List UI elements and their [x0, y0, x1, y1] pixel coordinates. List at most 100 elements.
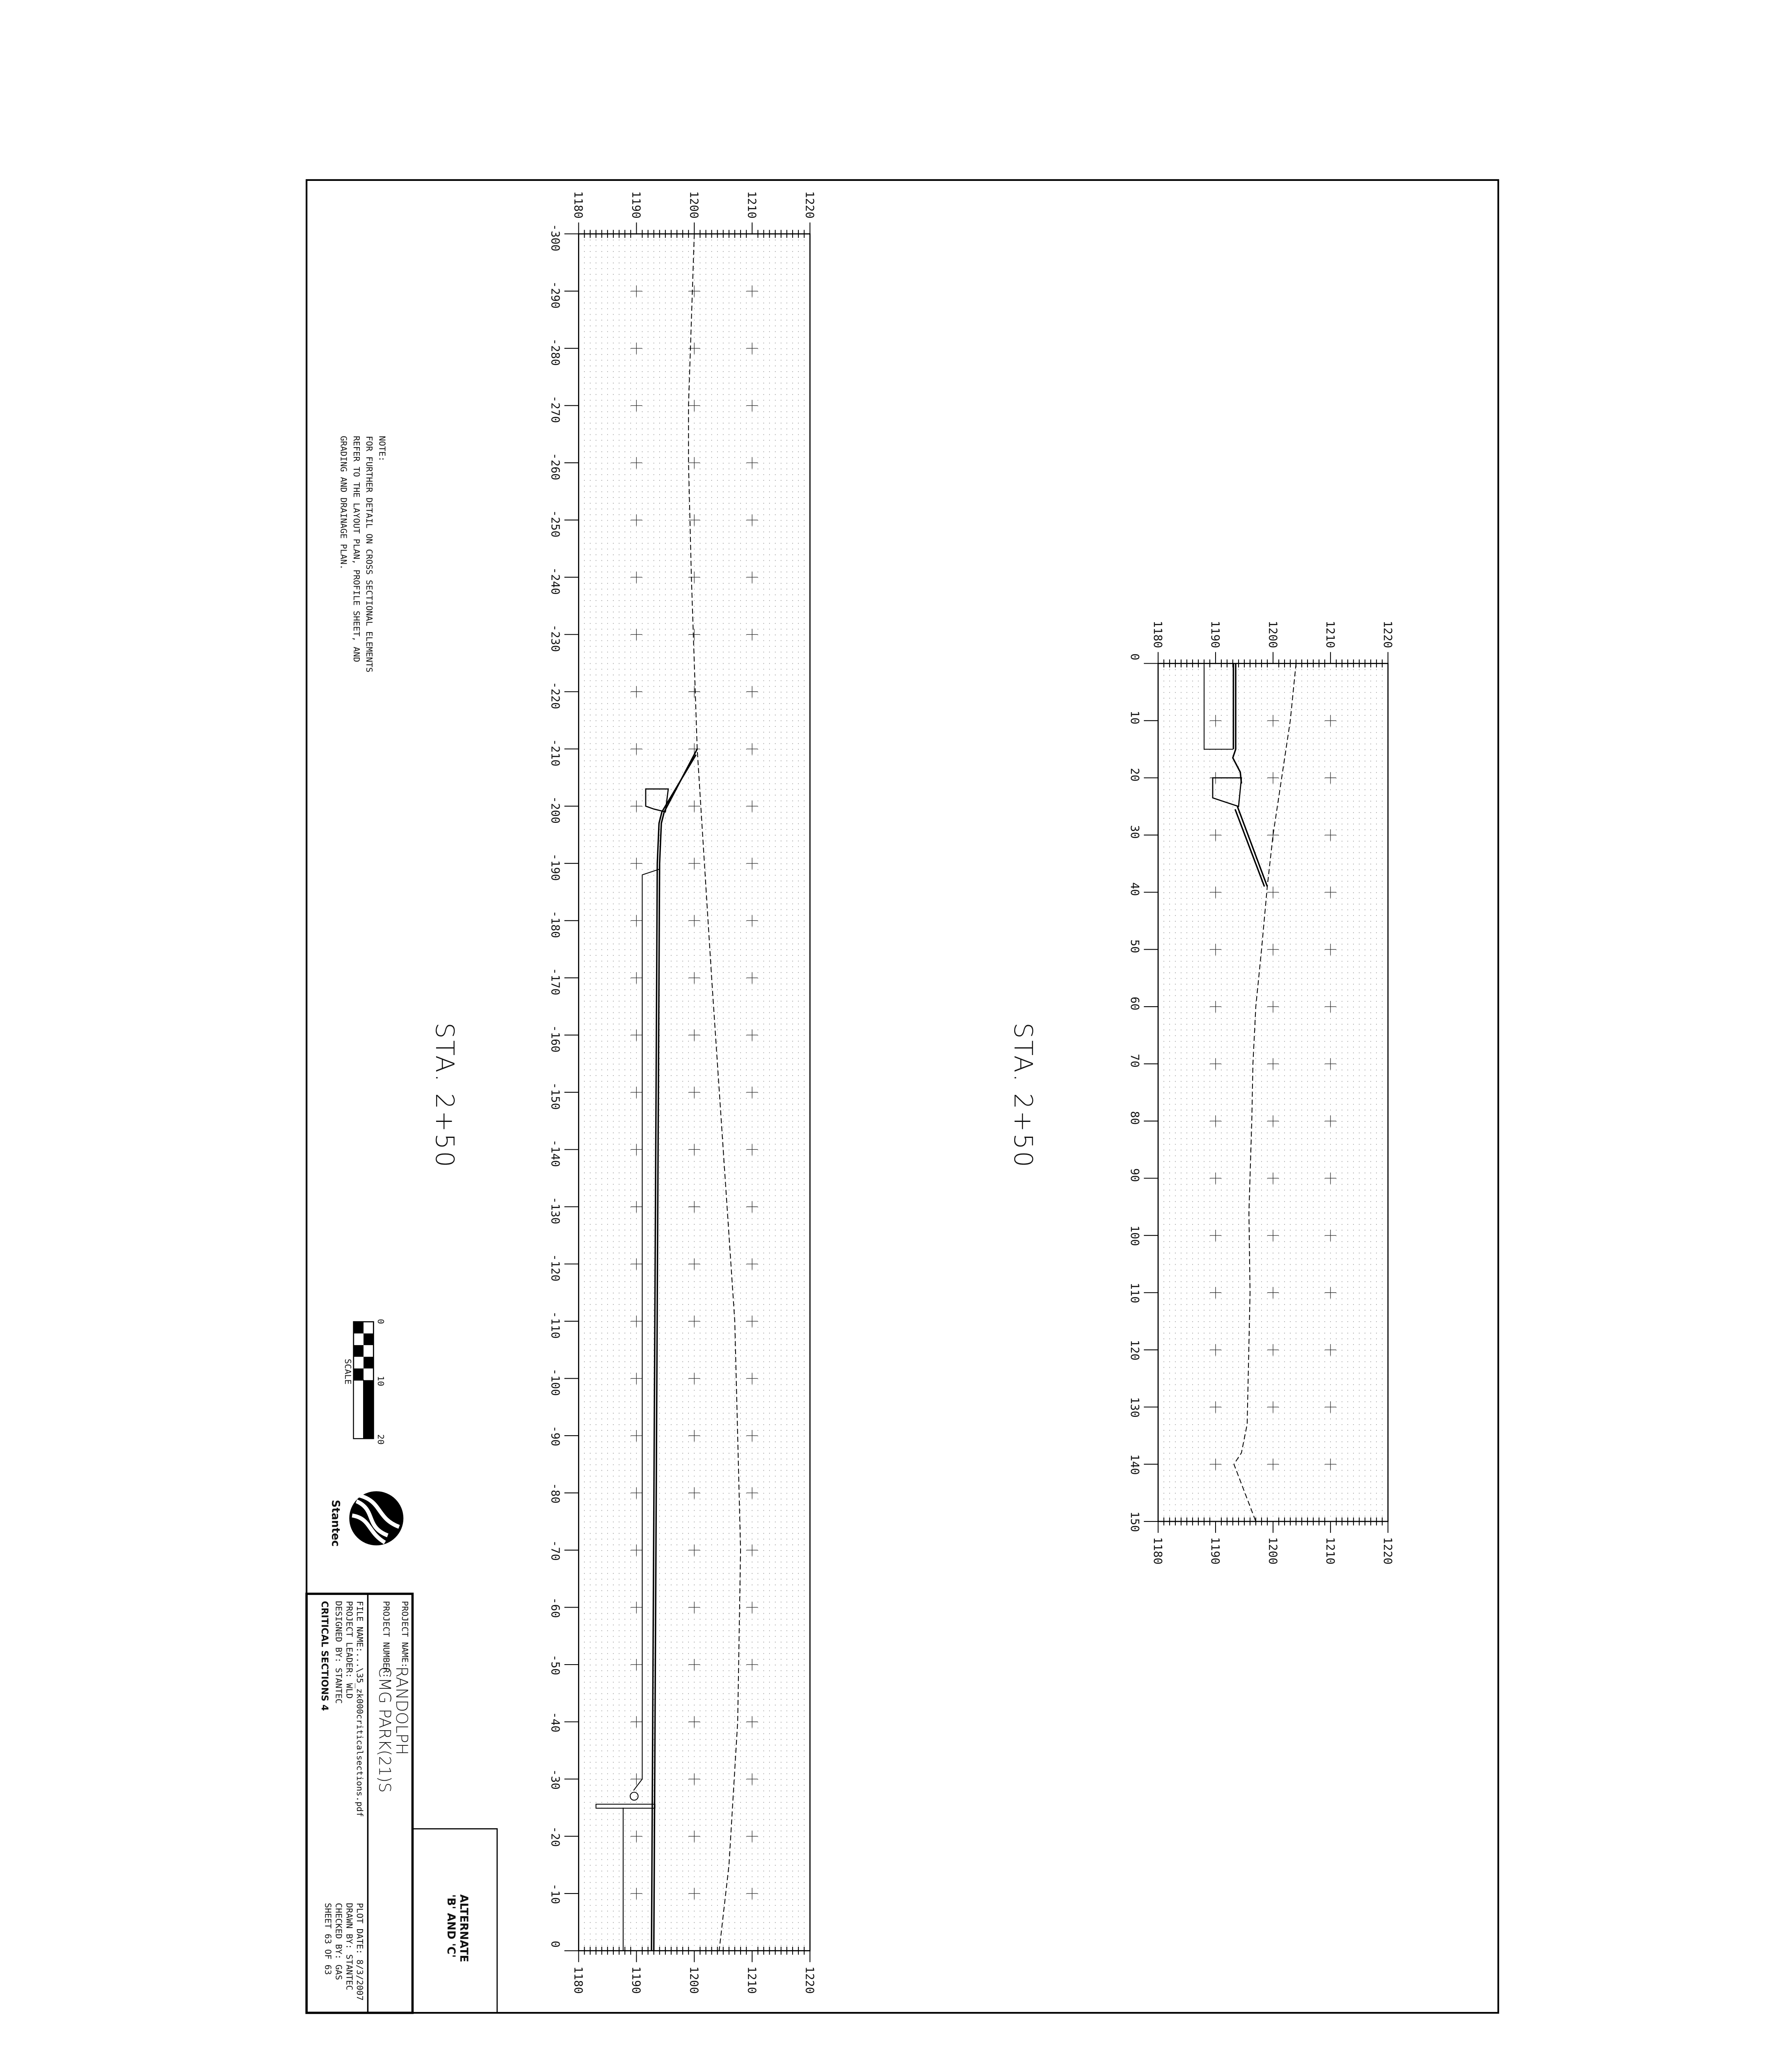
grid-cross-mark [1325, 1001, 1336, 1012]
note-line-2: REFER TO THE LAYOUT PLAN, PROFILE SHEET,… [352, 436, 361, 662]
sheet-title: CRITICAL SECTIONS 4 [319, 1601, 330, 1711]
sheet-border [306, 179, 1499, 2014]
proposed-section-line [1234, 809, 1265, 887]
grid-cross-mark [1210, 1344, 1221, 1356]
grid-cross-mark [746, 1716, 758, 1728]
station-tick-label: 90 [1128, 1168, 1142, 1182]
grid-cross-mark [631, 743, 642, 755]
station-tick-label: -290 [549, 281, 562, 308]
station-tick-label: 70 [1128, 1054, 1142, 1067]
station-tick-label: -140 [549, 1140, 562, 1167]
grid-cross-mark [746, 1086, 758, 1098]
grid-cross-mark [1267, 1229, 1279, 1241]
grid-cross-mark [631, 343, 642, 354]
station-tick-label: -110 [549, 1311, 562, 1339]
grid-cross-mark [631, 915, 642, 927]
grid-cross-mark [631, 1830, 642, 1842]
grid-cross-mark [1210, 1458, 1221, 1470]
project-name-label: PROJECT NAME: [400, 1601, 410, 1668]
station-tick-label: -60 [549, 1597, 562, 1618]
elevation-tick-label-bottom: 1190 [1209, 1537, 1222, 1565]
pipe-detail [629, 1792, 639, 1801]
grid-cross-mark [1325, 829, 1336, 841]
grid-cross-mark [688, 972, 700, 984]
grid-cross-mark [746, 1029, 758, 1041]
station-tick-label: 60 [1128, 997, 1142, 1010]
note-line-3: GRADING AND DRAINAGE PLAN. [339, 436, 349, 570]
station-tick-label: -190 [549, 853, 562, 881]
grid-cross-mark [1325, 1287, 1336, 1299]
grid-cross-mark [688, 915, 700, 927]
station-tick-label: 0 [1128, 653, 1142, 660]
elevation-tick-label-top: 1210 [745, 191, 759, 219]
grid-cross-mark [1210, 1001, 1221, 1012]
grid-cross-mark [746, 686, 758, 698]
grid-cross-mark [1210, 829, 1221, 841]
grid-cross-mark [631, 400, 642, 411]
grid-cross-mark [746, 1373, 758, 1384]
grid-cross-mark [688, 743, 700, 755]
grid-cross-mark [688, 686, 700, 698]
station-tick-label: -200 [549, 796, 562, 824]
station-tick-label: 150 [1128, 1512, 1142, 1532]
grid-cross-mark [688, 1144, 700, 1156]
proposed-section-line [1203, 663, 1233, 750]
grid-cross-mark [1267, 829, 1279, 841]
grid-cross-mark [1325, 943, 1336, 955]
grid-cross-mark [688, 628, 700, 640]
alternate-line-2: 'B' AND 'C' [445, 1894, 457, 1958]
stantec-wordmark: Stantec [329, 1500, 342, 1546]
station-tick-label: -50 [549, 1655, 562, 1675]
grid-cross-mark [688, 1830, 700, 1842]
grid-cross-mark [746, 1659, 758, 1670]
grid-cross-mark [688, 400, 700, 411]
cross-section-chart-left: 1180 1180 1190 1190 1200 1200 1210 1210 1220 1220… [549, 191, 816, 1994]
grid-cross-mark [1210, 1115, 1221, 1127]
grid-cross-mark [1267, 1115, 1279, 1127]
station-tick-label: 50 [1128, 939, 1142, 953]
scale-bar: 0 10 20 SCALE [343, 1319, 386, 1444]
grid-cross-mark [746, 514, 758, 526]
station-tick-label: -300 [549, 224, 562, 251]
grid-cross-mark [746, 1258, 758, 1270]
station-tick-label: -280 [549, 338, 562, 366]
project-number: CMG PARK(21)S [375, 1667, 393, 1793]
scale-tick-20: 20 [376, 1434, 386, 1445]
grid-cross-mark [746, 343, 758, 354]
station-tick-label: -120 [549, 1254, 562, 1281]
grid-cross-mark [688, 1029, 700, 1041]
grid-cross-mark [688, 1086, 700, 1098]
elevation-tick-label-top: 1220 [1381, 621, 1394, 648]
grid-cross-mark [631, 1316, 642, 1327]
grid-cross-mark [688, 1316, 700, 1327]
grid-cross-mark [688, 1487, 700, 1499]
grid-cross-mark [688, 1373, 700, 1384]
elevation-tick-label-top: 1190 [630, 191, 643, 219]
grid-cross-mark [631, 285, 642, 297]
grid-cross-mark [1267, 1344, 1279, 1356]
project-name: RANDOLPH [392, 1667, 411, 1755]
elevation-tick-label-top: 1200 [688, 191, 701, 219]
station-tick-label: -10 [549, 1884, 562, 1904]
station-tick-label: -160 [549, 1025, 562, 1053]
grid-cross-mark [1267, 1401, 1279, 1413]
grid-cross-mark [688, 1258, 700, 1270]
note-block: NOTE: FOR FURTHER DETAIL ON CROSS SECTIO… [339, 436, 387, 673]
station-tick-label: -170 [549, 968, 562, 996]
grid-cross-mark [1325, 886, 1336, 898]
grid-cross-mark [1210, 1058, 1221, 1070]
grid-cross-mark [688, 1430, 700, 1441]
grid-cross-mark [1325, 1229, 1336, 1241]
grid-cross-mark [746, 1773, 758, 1785]
grid-cross-mark [746, 571, 758, 583]
grid-cross-mark [1210, 1401, 1221, 1413]
chart-left-title: STA. 2+50 [430, 1023, 459, 1169]
grid-cross-mark [1210, 715, 1221, 726]
grid-cross-mark [688, 800, 700, 812]
title-block: PROJECT NAME: RANDOLPH PROJECT NUMBER: C… [305, 1592, 498, 2014]
designed-by: DESIGNED BY: STANTEC [334, 1601, 344, 1704]
grid-cross-mark [1267, 1287, 1279, 1299]
scale-tick-10: 10 [376, 1376, 386, 1386]
grid-cross-mark [631, 972, 642, 984]
grid-cross-mark [688, 1716, 700, 1728]
